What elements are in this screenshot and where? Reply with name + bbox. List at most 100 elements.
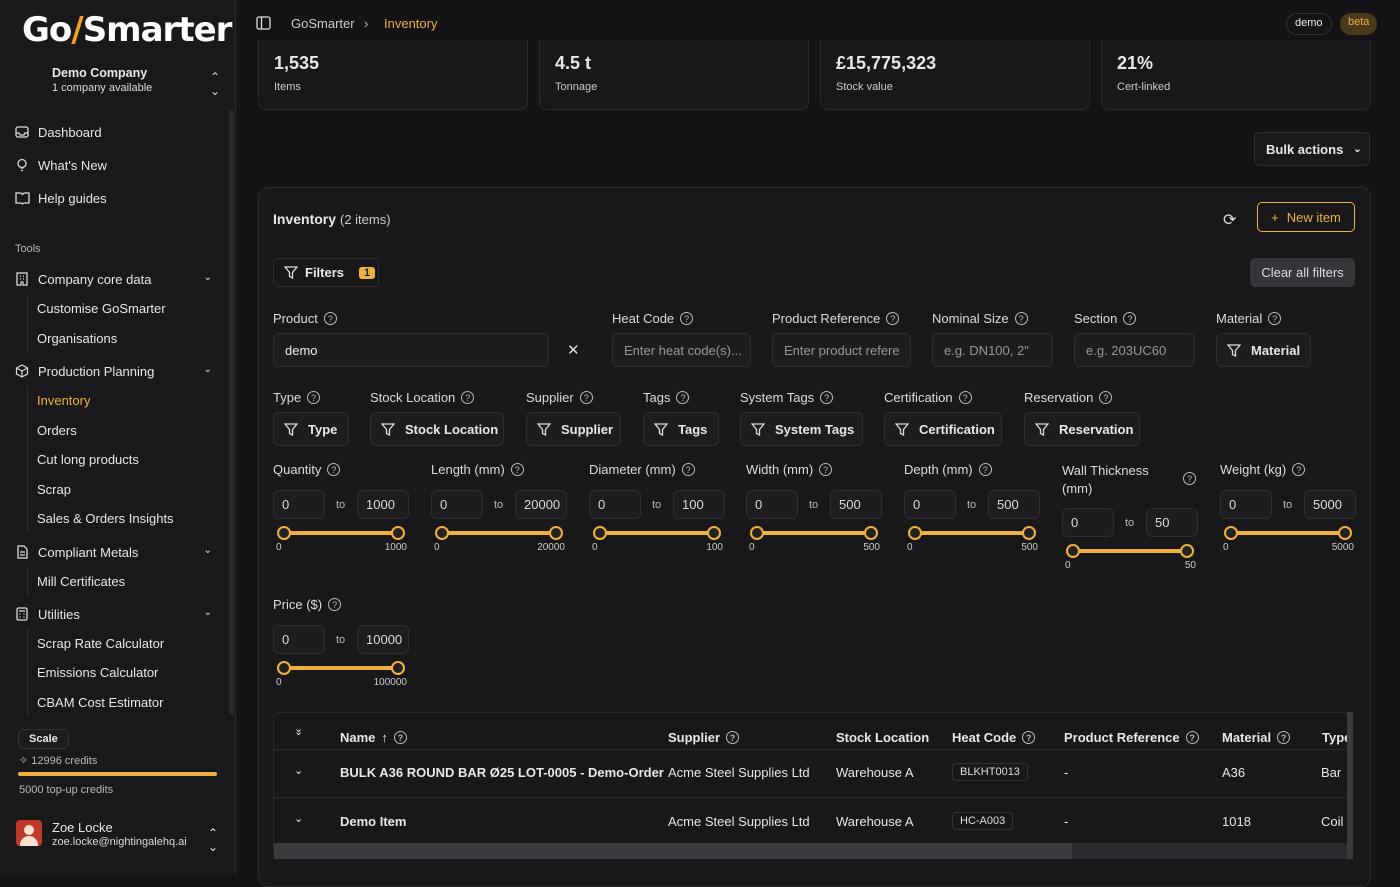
breadcrumb-root[interactable]: GoSmarter: [291, 16, 355, 31]
type-filter-button[interactable]: Type: [273, 412, 349, 446]
nav-whats-new[interactable]: What's New: [14, 152, 224, 178]
product-input[interactable]: demo: [273, 333, 549, 367]
range-max-input[interactable]: 1000: [357, 490, 409, 519]
expand-all-icon[interactable]: ⌄ ⌄: [294, 723, 304, 738]
filters-button[interactable]: Filters 1: [273, 258, 379, 287]
range-slider-min-handle[interactable]: [277, 661, 291, 675]
help-icon[interactable]: ?: [1099, 391, 1113, 404]
help-icon[interactable]: ?: [820, 391, 834, 404]
range-slider-track[interactable]: [1231, 531, 1345, 535]
nominal-size-input[interactable]: e.g. DN100, 2": [932, 333, 1053, 367]
material-filter-button[interactable]: Material: [1216, 333, 1311, 367]
help-icon[interactable]: ?: [886, 312, 900, 325]
help-icon[interactable]: ?: [1268, 312, 1282, 325]
range-slider-max-handle[interactable]: [864, 526, 878, 540]
scrollbar-thumb[interactable]: [274, 843, 1072, 859]
help-icon[interactable]: ?: [676, 391, 690, 404]
nav-customise[interactable]: Customise GoSmarter: [37, 301, 166, 316]
help-icon[interactable]: ?: [323, 312, 337, 325]
column-header-product-reference[interactable]: Product Reference?: [1064, 730, 1199, 745]
heat-code-input[interactable]: Enter heat code(s)...: [612, 333, 751, 367]
expand-row-icon[interactable]: ⌄: [294, 765, 304, 777]
range-min-input[interactable]: 0: [904, 490, 956, 519]
column-header-name[interactable]: Name ↑?: [340, 730, 407, 745]
stock-location-filter-button[interactable]: Stock Location: [370, 412, 504, 446]
nav-organisations[interactable]: Organisations: [37, 331, 118, 346]
help-icon[interactable]: ?: [978, 463, 992, 476]
range-slider-max-handle[interactable]: [391, 526, 405, 540]
sidebar-scrollbar[interactable]: [229, 110, 234, 715]
nav-scrap-rate-calculator[interactable]: Scrap Rate Calculator: [37, 636, 165, 651]
nav-production-planning[interactable]: Production Planning ⌄: [14, 358, 224, 384]
range-slider-min-handle[interactable]: [1066, 544, 1080, 558]
sidebar-toggle-icon[interactable]: [256, 16, 271, 33]
range-slider-min-handle[interactable]: [908, 526, 922, 540]
range-slider-track[interactable]: [442, 531, 556, 535]
column-header-type[interactable]: Type: [1322, 730, 1351, 745]
help-icon[interactable]: ?: [1277, 731, 1291, 744]
help-icon[interactable]: ?: [958, 391, 972, 404]
range-slider-max-handle[interactable]: [1338, 526, 1352, 540]
help-icon[interactable]: ?: [307, 391, 321, 404]
nav-mill-certificates[interactable]: Mill Certificates: [37, 574, 126, 589]
nav-help-guides[interactable]: Help guides: [14, 185, 224, 211]
nav-utilities[interactable]: Utilities ⌄: [14, 601, 224, 627]
expand-row-icon[interactable]: ⌄: [294, 813, 304, 825]
column-header-stock-location[interactable]: Stock Location: [836, 730, 929, 745]
help-icon[interactable]: ?: [393, 731, 407, 744]
nav-sales-insights[interactable]: Sales & Orders Insights: [37, 511, 174, 526]
cell-name[interactable]: Demo Item: [340, 814, 407, 829]
help-icon[interactable]: ?: [1123, 312, 1137, 325]
range-min-input[interactable]: 0: [1220, 490, 1272, 519]
range-min-input[interactable]: 0: [746, 490, 798, 519]
table-vertical-scrollbar[interactable]: [1347, 712, 1353, 859]
range-slider-track[interactable]: [600, 531, 714, 535]
range-max-input[interactable]: 100: [673, 490, 725, 519]
table-horizontal-scrollbar[interactable]: [274, 843, 1352, 859]
column-header-heat-code[interactable]: Heat Code?: [952, 730, 1036, 745]
clear-product-icon[interactable]: ✕: [567, 342, 580, 359]
certification-filter-button[interactable]: Certification: [884, 412, 1002, 446]
help-icon[interactable]: ?: [510, 463, 524, 476]
help-icon[interactable]: ?: [327, 463, 341, 476]
range-max-input[interactable]: 10000: [357, 625, 409, 654]
range-max-input[interactable]: 500: [830, 490, 882, 519]
help-icon[interactable]: ?: [1185, 731, 1199, 744]
range-slider-track[interactable]: [284, 666, 398, 670]
range-max-input[interactable]: 5000: [1304, 490, 1356, 519]
range-slider-min-handle[interactable]: [1224, 526, 1238, 540]
nav-emissions-calculator[interactable]: Emissions Calculator: [37, 665, 159, 680]
nav-company-core-data[interactable]: Company core data ⌄: [14, 266, 224, 292]
range-slider-min-handle[interactable]: [435, 526, 449, 540]
cell-name[interactable]: BULK A36 ROUND BAR Ø25 LOT-0005 - Demo-O…: [340, 765, 664, 780]
help-icon[interactable]: ?: [680, 312, 694, 325]
user-menu[interactable]: Zoe Locke zoe.locke@nightingalehq.ai ⌃ ⌄: [16, 818, 226, 854]
refresh-icon[interactable]: ⟳: [1223, 212, 1237, 229]
help-icon[interactable]: ?: [726, 731, 740, 744]
help-icon[interactable]: ?: [579, 391, 593, 404]
column-header-material[interactable]: Material?: [1222, 730, 1291, 745]
system-tags-filter-button[interactable]: System Tags: [740, 412, 863, 446]
help-icon[interactable]: ?: [1292, 463, 1306, 476]
nav-scrap[interactable]: Scrap: [37, 482, 71, 497]
nav-orders[interactable]: Orders: [37, 423, 77, 438]
range-slider-track[interactable]: [915, 531, 1029, 535]
help-icon[interactable]: ?: [819, 463, 833, 476]
help-icon[interactable]: ?: [461, 391, 475, 404]
range-max-input[interactable]: 500: [988, 490, 1040, 519]
help-icon[interactable]: ?: [1014, 312, 1028, 325]
range-min-input[interactable]: 0: [273, 625, 325, 654]
range-slider-min-handle[interactable]: [277, 526, 291, 540]
range-max-input[interactable]: 20000: [515, 490, 567, 519]
nav-dashboard[interactable]: Dashboard: [14, 119, 224, 145]
help-icon[interactable]: ?: [1183, 472, 1196, 485]
range-slider-max-handle[interactable]: [1180, 544, 1194, 558]
tags-filter-button[interactable]: Tags: [643, 412, 719, 446]
bulk-actions-button[interactable]: Bulk actions ⌄: [1254, 132, 1370, 166]
company-switcher[interactable]: Demo Company 1 company available ⌃ ⌄: [14, 60, 226, 102]
range-slider-track[interactable]: [1073, 549, 1187, 553]
range-slider-min-handle[interactable]: [750, 526, 764, 540]
sort-ascending-icon[interactable]: ↑: [381, 730, 388, 745]
help-icon[interactable]: ?: [1022, 731, 1036, 744]
range-slider-max-handle[interactable]: [549, 526, 563, 540]
